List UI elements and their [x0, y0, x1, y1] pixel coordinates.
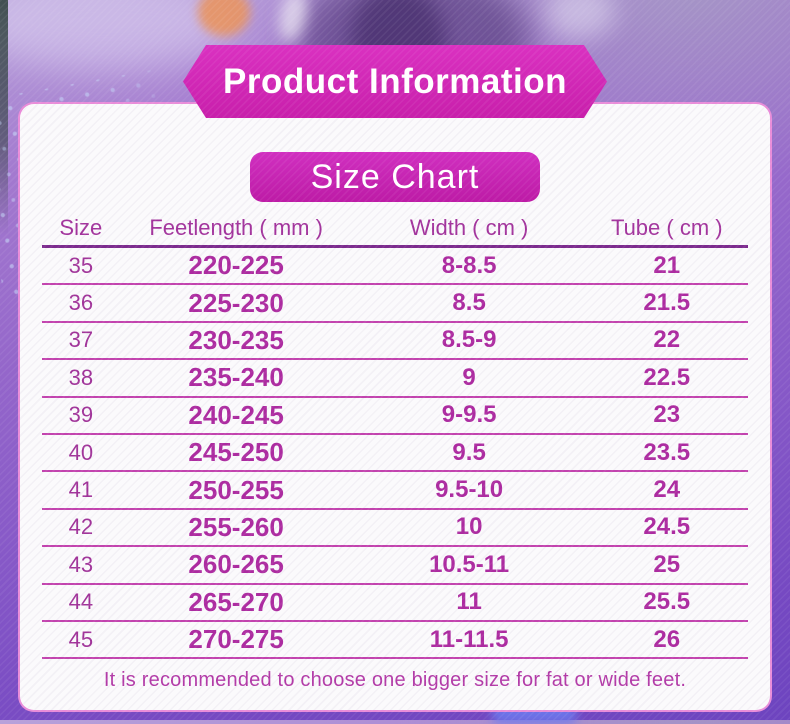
table-row: 37 230-235 8.5-9 22: [42, 323, 748, 361]
table-cell: 44: [68, 589, 94, 615]
table-cell: 23.5: [643, 438, 691, 466]
table-cell: 8-8.5: [441, 251, 497, 279]
column-header-tube: Tube ( cm ): [610, 215, 723, 240]
table-cell: 8.5: [452, 289, 486, 317]
table-row: 43 260-265 10.5-11 25: [42, 547, 748, 585]
table-cell: 11-11.5: [429, 625, 509, 653]
sizing-advice-note: It is recommended to choose one bigger s…: [103, 669, 687, 692]
table-row: 39 240-245 9-9.5 23: [42, 398, 748, 435]
table-cell: 22.5: [643, 363, 691, 391]
table-cell: 9.5: [452, 438, 486, 466]
table-row: 38 235-240 9 22.5: [42, 360, 748, 398]
table-cell: 11: [456, 588, 482, 616]
table-cell: 235-240: [188, 362, 284, 393]
table-cell: 9: [462, 363, 476, 391]
table-row: 44 265-270 11 25.5: [42, 585, 748, 622]
table-row: 40 245-250 9.5 23.5: [42, 435, 748, 473]
table-cell: 24: [653, 476, 681, 504]
size-chart-title: Size Chart: [310, 157, 480, 196]
table-cell: 230-235: [188, 324, 284, 355]
table-cell: 25: [653, 550, 681, 578]
table-cell: 23: [653, 401, 681, 429]
table-cell: 10.5-11: [429, 550, 510, 578]
column-header-feetlength: Feetlength ( mm ): [149, 215, 323, 240]
table-cell: 245-250: [188, 437, 284, 468]
page-title: Product Information: [223, 61, 567, 101]
table-row: 35 220-225 8-8.5 21: [42, 248, 748, 286]
table-cell: 22: [653, 326, 681, 354]
table-cell: 10: [455, 513, 483, 541]
table-row: 45 270-275 11-11.5 26: [42, 622, 748, 660]
table-cell: 37: [68, 327, 94, 353]
size-chart-badge: Size Chart: [250, 152, 540, 202]
size-table-body: 35 220-225 8-8.5 21 36 225-230 8.5 21.5 37 230-23…: [42, 248, 748, 660]
table-cell: 225-230: [188, 287, 284, 318]
size-table-header-row: Size Feetlength ( mm ) Width ( cm ) Tube…: [42, 211, 748, 248]
table-cell: 240-245: [188, 399, 284, 430]
product-information-banner: Product Information: [183, 45, 607, 118]
table-cell: 35: [68, 252, 94, 278]
background-light-streak: [545, 0, 615, 39]
table-cell: 25.5: [643, 588, 691, 616]
table-row: 36 225-230 8.5 21.5: [42, 285, 748, 323]
table-cell: 21: [653, 251, 681, 279]
table-cell: 9.5-10: [435, 476, 504, 504]
table-cell: 26: [653, 625, 681, 653]
table-cell: 24.5: [643, 513, 691, 541]
table-cell: 250-255: [188, 474, 284, 505]
table-cell: 9-9.5: [441, 401, 497, 429]
table-cell: 270-275: [188, 624, 284, 655]
table-cell: 265-270: [188, 586, 284, 617]
table-row: 41 250-255 9.5-10 24: [42, 472, 748, 510]
table-cell: 43: [68, 551, 94, 577]
table-row: 42 255-260 10 24.5: [42, 510, 748, 548]
size-chart-card: Size Chart Size Feetlength ( mm ) Width …: [18, 102, 772, 712]
table-cell: 260-265: [188, 549, 284, 580]
column-header-width: Width ( cm ): [409, 215, 529, 240]
table-cell: 40: [68, 439, 94, 465]
table-cell: 41: [68, 477, 94, 503]
table-cell: 39: [68, 402, 94, 428]
table-cell: 21.5: [643, 289, 691, 317]
size-table: Size Feetlength ( mm ) Width ( cm ) Tube…: [42, 211, 748, 660]
table-cell: 38: [68, 364, 94, 390]
table-cell: 220-225: [188, 250, 284, 281]
table-cell: 45: [68, 626, 94, 652]
column-header-size: Size: [59, 215, 103, 240]
table-cell: 255-260: [188, 511, 284, 542]
table-cell: 8.5-9: [441, 326, 497, 354]
table-cell: 42: [68, 514, 94, 540]
table-cell: 36: [68, 290, 94, 316]
